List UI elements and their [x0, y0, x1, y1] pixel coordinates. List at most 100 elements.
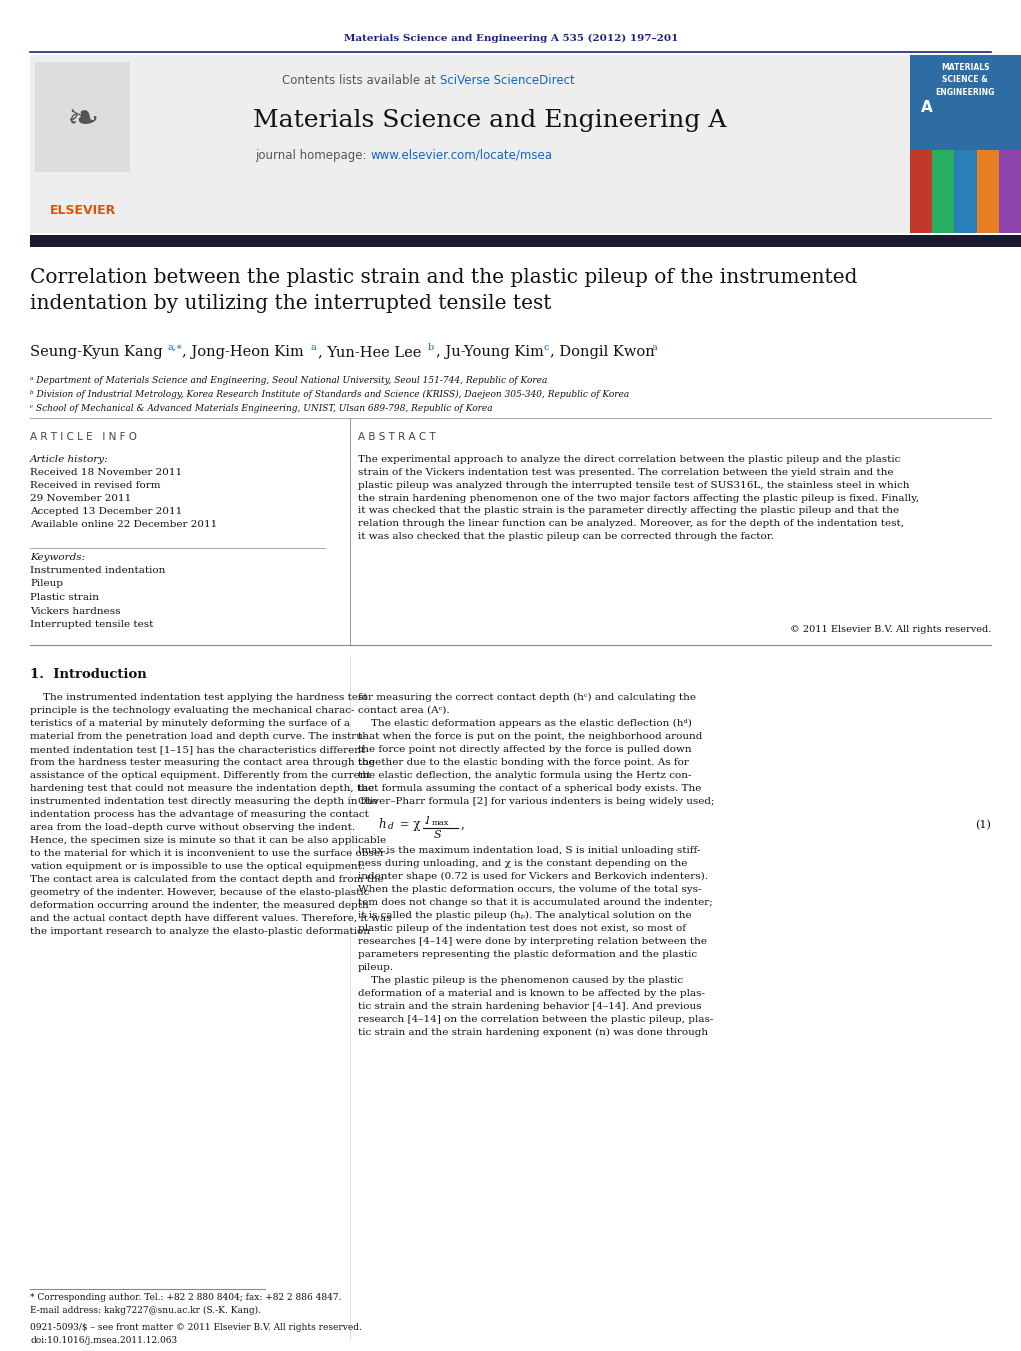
- Text: The contact area is calculated from the contact depth and from the: The contact area is calculated from the …: [30, 875, 384, 884]
- Text: Pileup: Pileup: [30, 580, 63, 589]
- Text: deformation of a material and is known to be affected by the plas-: deformation of a material and is known t…: [358, 989, 704, 998]
- Text: 0921-5093/$ – see front matter © 2011 Elsevier B.V. All rights reserved.: 0921-5093/$ – see front matter © 2011 El…: [30, 1323, 361, 1332]
- FancyBboxPatch shape: [955, 150, 977, 232]
- Text: E-mail address: kakg7227@snu.ac.kr (S.-K. Kang).: E-mail address: kakg7227@snu.ac.kr (S.-K…: [30, 1306, 261, 1315]
- Text: (1): (1): [975, 820, 991, 831]
- Text: Materials Science and Engineering A 535 (2012) 197–201: Materials Science and Engineering A 535 …: [344, 34, 678, 43]
- Text: journal homepage:: journal homepage:: [255, 149, 370, 162]
- Text: = χ ·: = χ ·: [396, 817, 428, 831]
- Text: When the plastic deformation occurs, the volume of the total sys-: When the plastic deformation occurs, the…: [358, 885, 701, 894]
- Text: lmax is the maximum indentation load, S is initial unloading stiff-: lmax is the maximum indentation load, S …: [358, 846, 700, 855]
- Text: Interrupted tensile test: Interrupted tensile test: [30, 620, 153, 630]
- Text: Materials Science and Engineering A: Materials Science and Engineering A: [253, 108, 727, 131]
- Text: ELSEVIER: ELSEVIER: [50, 204, 116, 216]
- Text: the force point not directly affected by the force is pulled down: the force point not directly affected by…: [358, 744, 691, 754]
- Text: A: A: [921, 100, 933, 115]
- Text: , Ju-Young Kim: , Ju-Young Kim: [436, 345, 544, 359]
- Text: Plastic strain: Plastic strain: [30, 593, 99, 603]
- FancyBboxPatch shape: [35, 62, 130, 172]
- Text: ᵃ Department of Materials Science and Engineering, Seoul National University, Se: ᵃ Department of Materials Science and En…: [30, 376, 547, 385]
- Text: teristics of a material by minutely deforming the surface of a: teristics of a material by minutely defo…: [30, 719, 350, 728]
- Text: material from the penetration load and depth curve. The instru-: material from the penetration load and d…: [30, 732, 367, 740]
- Text: research [4–14] on the correlation between the plastic pileup, plas-: research [4–14] on the correlation betwe…: [358, 1015, 714, 1024]
- Text: deformation occurring around the indenter, the measured depth: deformation occurring around the indente…: [30, 901, 369, 911]
- Text: instrumented indentation test directly measuring the depth in the: instrumented indentation test directly m…: [30, 797, 378, 807]
- Text: The plastic pileup is the phenomenon caused by the plastic: The plastic pileup is the phenomenon cau…: [358, 975, 683, 985]
- Text: d: d: [388, 821, 394, 831]
- Text: principle is the technology evaluating the mechanical charac-: principle is the technology evaluating t…: [30, 707, 354, 715]
- Text: c: c: [543, 343, 548, 353]
- Text: and the actual contact depth have different values. Therefore, it was: and the actual contact depth have differ…: [30, 915, 391, 923]
- Text: ness during unloading, and χ is the constant depending on the: ness during unloading, and χ is the cons…: [358, 859, 687, 867]
- Text: tem does not change so that it is accumulated around the indenter;: tem does not change so that it is accumu…: [358, 898, 713, 907]
- Text: Keywords:: Keywords:: [30, 553, 85, 562]
- Text: © 2011 Elsevier B.V. All rights reserved.: © 2011 Elsevier B.V. All rights reserved…: [789, 626, 991, 634]
- Text: Article history:: Article history:: [30, 455, 108, 463]
- Text: h: h: [378, 817, 386, 831]
- Text: The experimental approach to analyze the direct correlation between the plastic : The experimental approach to analyze the…: [358, 455, 919, 542]
- Text: Oliver–Pharr formula [2] for various indenters is being widely used;: Oliver–Pharr formula [2] for various ind…: [358, 797, 715, 807]
- Text: Hence, the specimen size is minute so that it can be also applicable: Hence, the specimen size is minute so th…: [30, 836, 386, 844]
- Text: indentation process has the advantage of measuring the contact: indentation process has the advantage of…: [30, 811, 369, 819]
- FancyBboxPatch shape: [30, 235, 1021, 247]
- Text: hardening test that could not measure the indentation depth, the: hardening test that could not measure th…: [30, 784, 374, 793]
- Text: mented indentation test [1–15] has the characteristics different: mented indentation test [1–15] has the c…: [30, 744, 366, 754]
- FancyBboxPatch shape: [30, 55, 910, 232]
- Text: A B S T R A C T: A B S T R A C T: [358, 432, 436, 442]
- Text: the important research to analyze the elasto-plastic deformation: the important research to analyze the el…: [30, 927, 370, 936]
- FancyBboxPatch shape: [910, 150, 932, 232]
- Text: Correlation between the plastic strain and the plastic pileup of the instrumente: Correlation between the plastic strain a…: [30, 267, 858, 312]
- Text: Seung-Kyun Kang: Seung-Kyun Kang: [30, 345, 162, 359]
- Text: ᵇ Division of Industrial Metrology, Korea Research Institute of Standards and Sc: ᵇ Division of Industrial Metrology, Kore…: [30, 390, 629, 399]
- Text: together due to the elastic bonding with the force point. As for: together due to the elastic bonding with…: [358, 758, 689, 767]
- Text: l: l: [426, 816, 430, 825]
- Text: vation equipment or is impossible to use the optical equipment.: vation equipment or is impossible to use…: [30, 862, 366, 871]
- FancyBboxPatch shape: [910, 55, 1021, 150]
- Text: plastic pileup of the indentation test does not exist, so most of: plastic pileup of the indentation test d…: [358, 924, 686, 934]
- Text: the elastic deflection, the analytic formula using the Hertz con-: the elastic deflection, the analytic for…: [358, 771, 691, 780]
- Text: * Corresponding author. Tel.: +82 2 880 8404; fax: +82 2 886 4847.: * Corresponding author. Tel.: +82 2 880 …: [30, 1293, 341, 1302]
- Text: The elastic deformation appears as the elastic deflection (hᵈ): The elastic deformation appears as the e…: [358, 719, 692, 728]
- Text: from the hardness tester measuring the contact area through the: from the hardness tester measuring the c…: [30, 758, 375, 767]
- Text: pileup.: pileup.: [358, 963, 394, 971]
- Text: Vickers hardness: Vickers hardness: [30, 607, 120, 616]
- FancyBboxPatch shape: [910, 55, 1021, 232]
- Text: Accepted 13 December 2011: Accepted 13 December 2011: [30, 507, 183, 516]
- Text: Available online 22 December 2011: Available online 22 December 2011: [30, 520, 217, 530]
- Text: Instrumented indentation: Instrumented indentation: [30, 566, 165, 576]
- Text: Contents lists available at: Contents lists available at: [283, 73, 440, 86]
- Text: a,∗: a,∗: [167, 343, 183, 353]
- FancyBboxPatch shape: [932, 150, 955, 232]
- Text: ᶜ School of Mechanical & Advanced Materials Engineering, UNIST, Ulsan 689-798, R: ᶜ School of Mechanical & Advanced Materi…: [30, 404, 492, 413]
- Text: a: a: [310, 343, 315, 353]
- Text: Received 18 November 2011: Received 18 November 2011: [30, 467, 182, 477]
- Text: MATERIALS
SCIENCE &
ENGINEERING: MATERIALS SCIENCE & ENGINEERING: [935, 63, 994, 97]
- Text: contact area (Aᶜ).: contact area (Aᶜ).: [358, 707, 449, 715]
- Text: SciVerse ScienceDirect: SciVerse ScienceDirect: [440, 73, 575, 86]
- Text: for measuring the correct contact depth (hᶜ) and calculating the: for measuring the correct contact depth …: [358, 693, 696, 703]
- Text: , Jong-Heon Kim: , Jong-Heon Kim: [182, 345, 304, 359]
- Text: max: max: [432, 819, 449, 827]
- Text: researches [4–14] were done by interpreting relation between the: researches [4–14] were done by interpret…: [358, 938, 707, 946]
- Text: , Yun-Hee Lee: , Yun-Hee Lee: [318, 345, 422, 359]
- Text: ❧: ❧: [66, 101, 99, 139]
- Text: 1.  Introduction: 1. Introduction: [30, 667, 147, 681]
- Text: www.elsevier.com/locate/msea: www.elsevier.com/locate/msea: [370, 149, 552, 162]
- FancyBboxPatch shape: [999, 150, 1021, 232]
- Text: tic strain and the strain hardening exponent (n) was done through: tic strain and the strain hardening expo…: [358, 1028, 709, 1038]
- Text: Received in revised form: Received in revised form: [30, 481, 160, 490]
- Text: it is called the plastic pileup (hₚ). The analytical solution on the: it is called the plastic pileup (hₚ). Th…: [358, 911, 691, 920]
- Text: A R T I C L E   I N F O: A R T I C L E I N F O: [30, 432, 137, 442]
- Text: ,: ,: [461, 817, 465, 831]
- Text: geometry of the indenter. However, because of the elasto-plastic: geometry of the indenter. However, becau…: [30, 888, 370, 897]
- Text: S: S: [434, 830, 442, 840]
- Text: area from the load–depth curve without observing the indent.: area from the load–depth curve without o…: [30, 823, 355, 832]
- Text: to the material for which it is inconvenient to use the surface obser-: to the material for which it is inconven…: [30, 848, 389, 858]
- Text: b: b: [428, 343, 434, 353]
- Text: tic strain and the strain hardening behavior [4–14]. And previous: tic strain and the strain hardening beha…: [358, 1002, 701, 1011]
- Text: a: a: [652, 343, 658, 353]
- Text: tact formula assuming the contact of a spherical body exists. The: tact formula assuming the contact of a s…: [358, 784, 701, 793]
- Text: The instrumented indentation test applying the hardness test: The instrumented indentation test applyi…: [30, 693, 368, 703]
- Text: assistance of the optical equipment. Differently from the current: assistance of the optical equipment. Dif…: [30, 771, 371, 780]
- Text: that when the force is put on the point, the neighborhood around: that when the force is put on the point,…: [358, 732, 702, 740]
